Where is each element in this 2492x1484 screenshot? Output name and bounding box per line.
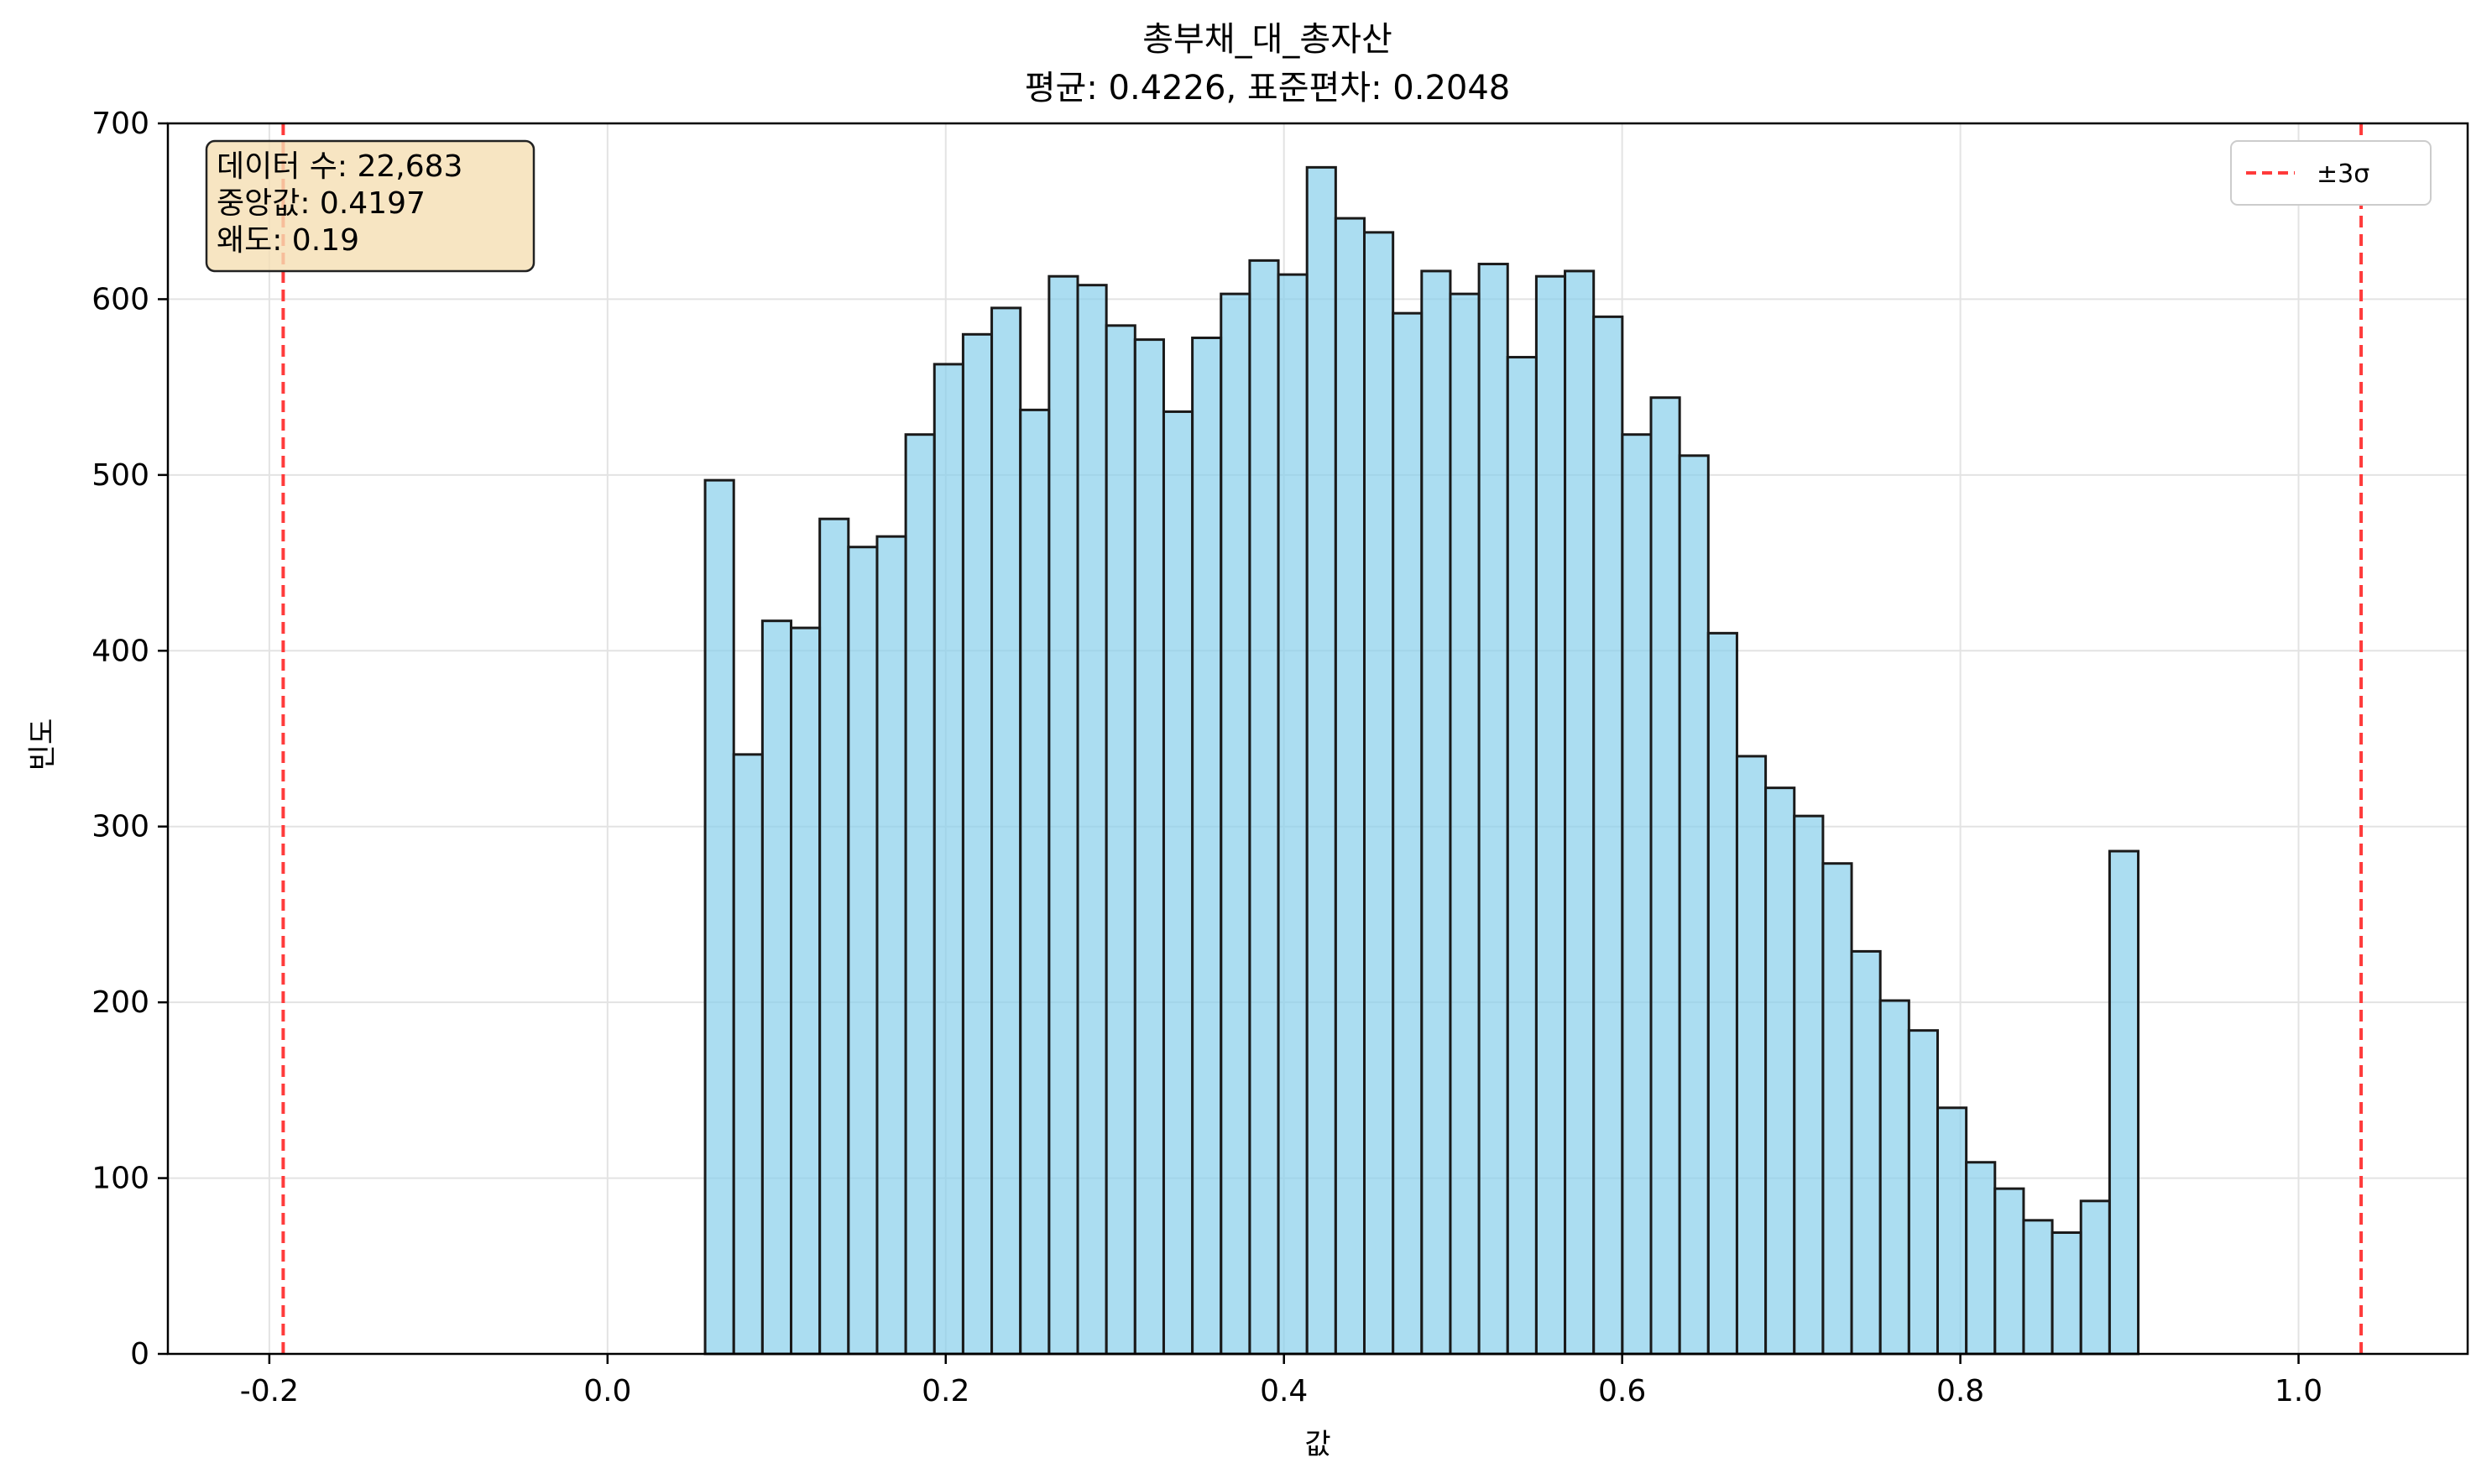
x-tick-label: 0.8 [1936,1374,1984,1408]
histogram-bar [790,626,822,1356]
stats-median: 중앙값: 0.4197 [217,186,426,221]
histogram-bar [2051,1231,2082,1356]
y-tick-label: 0 [130,1337,149,1372]
chart-title: 총부채_대_총자산 [1142,20,1392,59]
stats-box: 데이터 수: 22,683 중앙값: 0.4197 왜도: 0.19 [205,139,535,273]
histogram-bars [703,165,2140,1356]
histogram-bar [1907,1029,1939,1356]
histogram-bar [1621,433,1653,1356]
legend-box [2230,140,2432,206]
legend: ±3σ [2230,140,2432,206]
histogram-bar [1248,259,1280,1356]
histogram-bar [1363,231,1395,1356]
histogram-bar [961,332,994,1356]
histogram-bar [1477,263,1509,1356]
histogram-bar [1936,1106,1968,1356]
histogram-bar [2079,1199,2111,1356]
stats-skew: 왜도: 0.19 [217,223,359,258]
y-tick-label: 300 [91,810,149,844]
histogram-bar [703,478,735,1356]
histogram-bar [1793,814,1825,1356]
y-axis-ticks: 0 100 200 300 400 500 600 700 [91,107,168,1372]
histogram-bar [1162,410,1194,1356]
y-tick-label: 400 [91,634,149,668]
histogram-bar [1334,217,1366,1356]
x-axis-label: 값 [1304,1428,1330,1461]
histogram-bar [1420,269,1452,1356]
histogram-bar [933,363,964,1356]
histogram-bar [1076,284,1108,1356]
histogram-bar [1220,292,1251,1356]
y-tick-label: 600 [91,282,149,316]
histogram-bar [1821,862,1853,1356]
histogram-bar [2022,1219,2054,1356]
x-tick-label: -0.2 [240,1374,299,1408]
x-tick-label: 0.2 [922,1374,969,1408]
chart-subtitle: 평균: 0.4226, 표준편차: 0.2048 [1025,69,1511,107]
y-tick-label: 500 [91,458,149,493]
histogram-bar [875,535,907,1356]
histogram-bar [1735,755,1768,1356]
legend-label: ±3σ [2317,159,2369,189]
histogram-bar [1649,396,1681,1356]
histogram-bar [1392,311,1424,1356]
sigma-lines [281,123,2364,1354]
histogram-bar [1592,315,1624,1356]
y-tick-label: 200 [91,985,149,1020]
histogram-bar [1019,408,1051,1356]
histogram-bar [732,753,764,1356]
histogram-bar [1878,999,1910,1356]
x-tick-label: 0.4 [1260,1374,1308,1408]
histogram-bar [1850,949,1882,1356]
histogram-bar [1764,786,1796,1356]
histogram-bar [990,306,1022,1356]
histogram-bar [904,433,936,1356]
histogram-bar [1305,165,1337,1356]
y-tick-label: 700 [91,107,149,141]
histogram-bar [1534,274,1567,1356]
histogram-bar [1047,274,1079,1356]
histogram-bar [1449,292,1481,1356]
stats-box-background [205,139,535,273]
histogram-bar [1678,454,1710,1356]
histogram-bar [1277,273,1309,1356]
x-tick-label: 0.0 [583,1374,631,1408]
x-axis-ticks: -0.2 0.0 0.2 0.4 0.6 0.8 1.0 [240,1354,2322,1408]
histogram-bar [2108,849,2140,1356]
y-tick-label: 100 [91,1162,149,1196]
x-tick-label: 1.0 [2275,1374,2322,1408]
y-axis-label: 빈도 [26,718,60,771]
histogram-bar [1105,324,1136,1356]
histogram-bar [1706,631,1738,1356]
histogram-bar [760,619,793,1356]
histogram-bar [818,517,850,1356]
plot-frame [166,122,2469,1356]
histogram-bar [1506,356,1538,1356]
stats-count: 데이터 수: 22,683 [217,149,462,184]
histogram-bar [1133,338,1165,1356]
histogram-bar [1993,1187,2025,1356]
x-tick-label: 0.6 [1598,1374,1646,1408]
histogram-bar [847,546,879,1356]
histogram-bar [1564,269,1596,1356]
histogram-bar [1965,1161,1997,1356]
histogram-bar [1191,337,1223,1356]
